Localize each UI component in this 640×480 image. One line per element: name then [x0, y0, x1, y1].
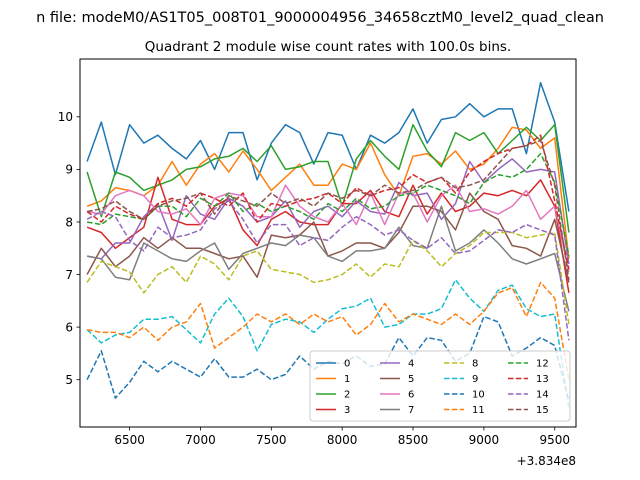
- legend-label-13: 13: [536, 374, 549, 385]
- y-tick-label: 6: [65, 320, 73, 334]
- legend-label-5: 5: [408, 374, 414, 385]
- legend-label-6: 6: [408, 390, 414, 401]
- y-tick-label: 9: [65, 163, 73, 177]
- series-line-1: [86, 126, 570, 259]
- legend-label-9: 9: [472, 374, 478, 385]
- legend-label-11: 11: [472, 405, 485, 416]
- legend-label-15: 15: [536, 405, 549, 416]
- chart-title: Quadrant 2 module wise count rates with …: [145, 39, 511, 55]
- legend-label-3: 3: [344, 405, 350, 416]
- x-tick-label: 8500: [398, 433, 429, 447]
- legend-box: [309, 350, 571, 422]
- y-axis: 5 6 7 8 9 10: [58, 110, 80, 387]
- y-tick-label: 5: [65, 373, 73, 387]
- legend-label-4: 4: [408, 359, 414, 370]
- legend-label-1: 1: [344, 374, 350, 385]
- series-line-8: [86, 231, 570, 325]
- series-line-4: [86, 158, 570, 265]
- legend-label-12: 12: [536, 359, 549, 370]
- legend-label-8: 8: [472, 359, 478, 370]
- x-tick-label: 7500: [256, 433, 287, 447]
- x-tick-label: 7000: [185, 433, 216, 447]
- legend-label-0: 0: [344, 359, 350, 370]
- series-line-15: [86, 139, 570, 280]
- series-line-12: [86, 152, 570, 257]
- legend-label-7: 7: [408, 405, 414, 416]
- series-line-14: [86, 200, 570, 341]
- series-layer: [86, 81, 570, 409]
- series-line-0: [86, 81, 570, 212]
- series-line-3: [86, 176, 570, 294]
- legend-label-10: 10: [472, 390, 485, 401]
- axes-frame: [79, 58, 577, 428]
- x-axis: 6500 7000 7500 8000 8500 9000 9500: [114, 427, 570, 447]
- series-line-6: [86, 184, 570, 273]
- x-tick-label: 9500: [539, 433, 570, 447]
- x-tick-label: 6500: [114, 433, 145, 447]
- y-tick-label: 8: [65, 215, 73, 229]
- x-tick-label: 9000: [469, 433, 500, 447]
- legend-label-2: 2: [344, 390, 350, 401]
- series-line-7: [86, 205, 570, 312]
- chart-suptitle: n file: modeM0/AS1T05_008T01_9000004956_…: [36, 10, 604, 26]
- x-offset-label: +3.834e8: [517, 454, 576, 468]
- y-tick-label: 10: [58, 110, 73, 124]
- y-tick-label: 7: [65, 268, 73, 282]
- legend-label-14: 14: [536, 390, 549, 401]
- x-tick-label: 8000: [327, 433, 358, 447]
- series-line-2: [86, 123, 570, 233]
